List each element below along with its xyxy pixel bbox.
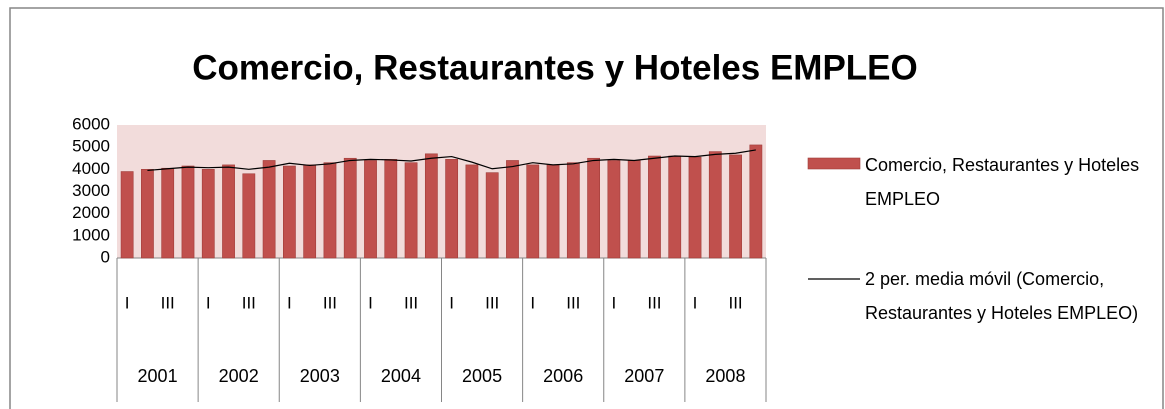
bar (262, 160, 276, 259)
x-group-label: 2003 (300, 366, 340, 386)
bar (627, 160, 641, 259)
x-tick-label: I (287, 293, 292, 312)
x-group-label: 2001 (138, 366, 178, 386)
bar (729, 154, 742, 259)
bar (384, 159, 398, 259)
bar (648, 155, 661, 259)
bar (546, 164, 560, 259)
bar (303, 164, 317, 259)
x-tick-label: I (612, 293, 617, 312)
bar (607, 160, 621, 259)
x-group-label: 2005 (462, 366, 502, 386)
x-tick-label: I (125, 293, 130, 312)
x-group-label: 2002 (219, 366, 259, 386)
y-tick-label: 6000 (72, 114, 110, 133)
x-tick-label: I (449, 293, 454, 312)
chart-title: Comercio, Restaurantes y Hoteles EMPLEO (192, 48, 918, 87)
x-tick-label: III (161, 293, 175, 312)
legend-label: 2 per. media móvil (Comercio, Restaurant… (865, 269, 1139, 323)
legend-swatch (807, 157, 861, 170)
x-tick-label: III (404, 293, 418, 312)
x-tick-label: III (728, 293, 742, 312)
x-tick-label: III (323, 293, 337, 312)
bar (404, 162, 418, 259)
x-group-label: 2008 (705, 366, 745, 386)
bar (445, 159, 459, 259)
bar (688, 156, 702, 259)
bar (526, 164, 540, 259)
bar (364, 160, 377, 259)
bar (587, 157, 600, 259)
x-tick-label: III (566, 293, 580, 312)
bar (485, 172, 499, 259)
x-group-label: 2007 (624, 366, 664, 386)
bar (201, 169, 215, 259)
x-tick-label: I (693, 293, 698, 312)
legend-label: Comercio, Restaurantes y Hoteles EMPLEO (865, 155, 1140, 209)
bar (749, 144, 763, 259)
y-tick-label: 5000 (72, 137, 110, 156)
x-group-label: 2004 (381, 366, 421, 386)
bar (222, 164, 235, 259)
bar (323, 162, 337, 259)
x-tick-label: III (485, 293, 499, 312)
bar (161, 167, 175, 259)
bar (668, 155, 682, 259)
bar (506, 160, 519, 259)
x-tick-label: I (530, 293, 535, 312)
y-tick-label: 1000 (72, 225, 110, 244)
bar (283, 165, 296, 259)
y-tick-label: 4000 (72, 159, 110, 178)
bar (566, 162, 580, 259)
x-group-label: 2006 (543, 366, 583, 386)
x-tick-label: III (242, 293, 256, 312)
x-tick-label: I (368, 293, 373, 312)
bar (120, 171, 134, 259)
bar (242, 173, 256, 259)
x-tick-label: I (206, 293, 211, 312)
bar (708, 151, 722, 259)
bar (141, 169, 154, 259)
y-tick-label: 3000 (72, 181, 110, 200)
bar (424, 153, 438, 259)
bar (181, 165, 195, 259)
moving-average-line (147, 149, 756, 172)
x-tick-label: III (647, 293, 661, 312)
y-tick-label: 2000 (72, 203, 110, 222)
y-tick-label: 0 (101, 247, 110, 266)
bar (343, 157, 357, 259)
bar (465, 164, 479, 259)
